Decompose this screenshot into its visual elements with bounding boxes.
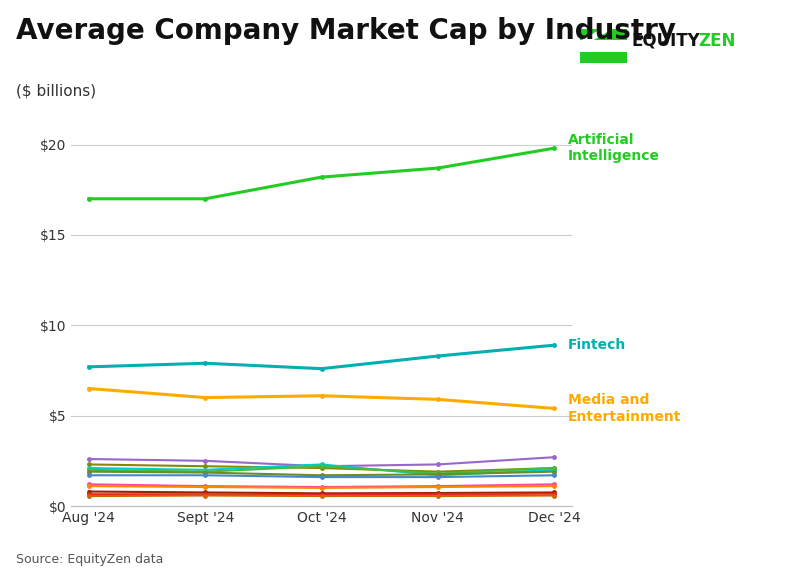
Text: EQUITY: EQUITY — [631, 32, 700, 49]
Text: Artificial
Intelligence: Artificial Intelligence — [569, 133, 660, 163]
Text: Media and
Entertainment: Media and Entertainment — [569, 393, 681, 424]
Text: Fintech: Fintech — [569, 338, 626, 352]
Text: Source: EquityZen data: Source: EquityZen data — [16, 553, 164, 566]
Text: ZEN: ZEN — [699, 32, 736, 49]
Text: ($ billions): ($ billions) — [16, 83, 96, 98]
FancyBboxPatch shape — [580, 52, 627, 63]
Text: Average Company Market Cap by Industry: Average Company Market Cap by Industry — [16, 17, 676, 45]
FancyBboxPatch shape — [580, 29, 627, 40]
Polygon shape — [582, 29, 613, 40]
